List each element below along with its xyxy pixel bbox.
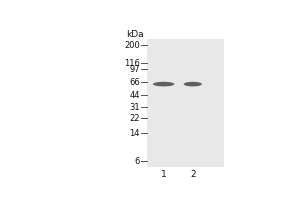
Text: 200: 200 [124,41,140,50]
Text: 2: 2 [190,170,196,179]
Text: 31: 31 [129,103,140,112]
Text: 1: 1 [161,170,167,179]
Text: 14: 14 [129,129,140,138]
Text: 116: 116 [124,59,140,68]
Text: 22: 22 [129,114,140,123]
Ellipse shape [153,82,174,86]
Text: 44: 44 [129,91,140,100]
Text: 66: 66 [129,78,140,87]
Bar [147,39,224,167]
Ellipse shape [184,82,202,86]
Text: 6: 6 [134,157,140,166]
Text: kDa: kDa [126,30,143,39]
Text: 97: 97 [129,65,140,74]
